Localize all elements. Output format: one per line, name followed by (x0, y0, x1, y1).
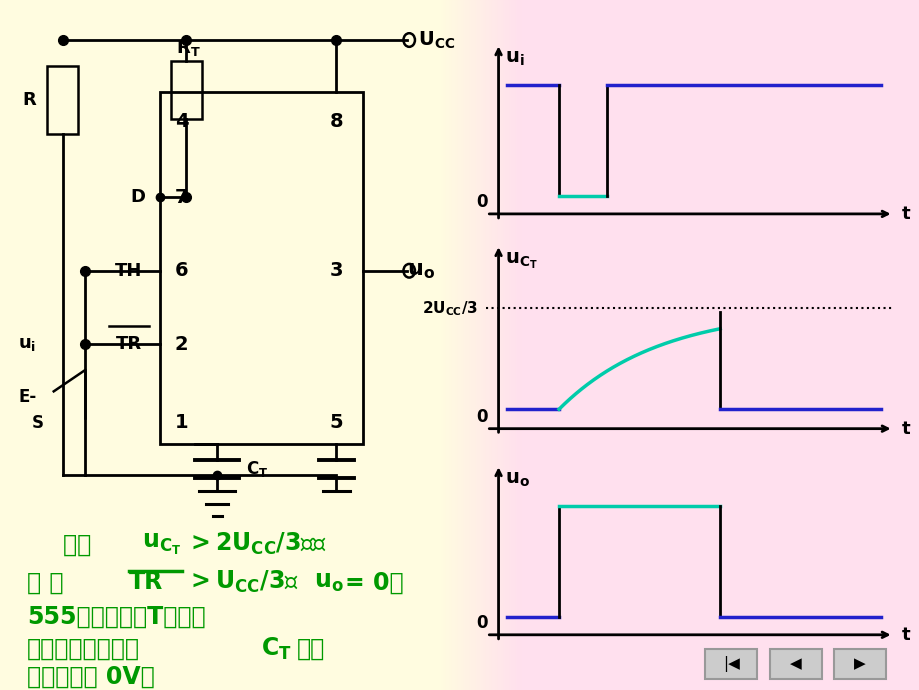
Text: 3: 3 (329, 262, 343, 280)
Text: ◀: ◀ (789, 657, 800, 671)
Bar (470, 0, 471, 690)
Bar (497, 0, 499, 690)
Text: 0: 0 (476, 193, 488, 211)
Text: TR: TR (116, 335, 142, 353)
Text: $\mathbf{> U_{CC}/3}$，: $\mathbf{> U_{CC}/3}$， (186, 569, 299, 595)
Text: 7: 7 (175, 188, 188, 207)
Bar (451, 0, 453, 690)
Text: t: t (901, 420, 909, 437)
Text: |◀: |◀ (722, 656, 739, 672)
Text: 0: 0 (476, 408, 488, 426)
Text: $\mathbf{U_{CC}}$: $\mathbf{U_{CC}}$ (417, 30, 455, 50)
Bar (441, 0, 444, 690)
Bar (473, 0, 475, 690)
Bar (466, 0, 468, 690)
Bar (509, 0, 512, 690)
Bar (512, 0, 514, 690)
Text: $\mathbf{u_{C_T}}$: $\mathbf{u_{C_T}}$ (504, 250, 537, 270)
Bar (517, 0, 519, 690)
Bar (705, 649, 756, 679)
Bar (499, 0, 502, 690)
Bar (458, 0, 460, 690)
Text: $\mathbf{u_o}$: $\mathbf{u_o}$ (504, 470, 529, 489)
Bar (471, 0, 473, 690)
Bar (444, 0, 446, 690)
Bar (460, 0, 919, 690)
Bar (478, 0, 480, 690)
Bar (492, 0, 494, 690)
Text: S: S (31, 414, 43, 432)
Text: 止变成导通，电容: 止变成导通，电容 (28, 637, 140, 660)
Text: t: t (901, 205, 909, 223)
Text: 4: 4 (175, 112, 188, 131)
Text: $\mathbf{C_T}$: $\mathbf{C_T}$ (245, 459, 267, 479)
Text: 已 有: 已 有 (28, 571, 63, 594)
Bar (171, 61, 201, 119)
Bar (460, 0, 461, 690)
Text: $\mathbf{C_T}$: $\mathbf{C_T}$ (261, 635, 292, 662)
Text: E-: E- (18, 388, 37, 406)
Bar (834, 649, 885, 679)
Text: $\mathbf{R_T}$: $\mathbf{R_T}$ (176, 38, 200, 58)
Bar (446, 0, 448, 690)
Bar (453, 0, 456, 690)
Text: = 0；: = 0； (345, 571, 403, 594)
Text: 6: 6 (175, 262, 188, 280)
Bar (475, 0, 478, 690)
Bar (505, 0, 507, 690)
Text: 8: 8 (329, 112, 343, 131)
Bar (461, 0, 463, 690)
Bar (495, 0, 497, 690)
Bar (449, 0, 451, 690)
Text: $\mathbf{u_i}$: $\mathbf{u_i}$ (18, 335, 37, 353)
Text: ▶: ▶ (854, 657, 865, 671)
Text: $\mathbf{> 2U_{CC}/3}$，且: $\mathbf{> 2U_{CC}/3}$，且 (186, 531, 327, 558)
Text: $\mathbf{u_{C_T}}$: $\mathbf{u_{C_T}}$ (142, 532, 181, 557)
Bar (494, 0, 495, 690)
Bar (516, 0, 517, 690)
Bar (456, 0, 458, 690)
Text: t: t (901, 626, 909, 644)
Bar (448, 0, 449, 690)
Bar (468, 0, 470, 690)
Text: TH: TH (115, 262, 142, 279)
Bar (485, 0, 487, 690)
Text: 2: 2 (175, 335, 188, 354)
Text: $\mathbf{u_o}$: $\mathbf{u_o}$ (314, 571, 344, 594)
Bar (483, 0, 485, 690)
Text: $\mathbf{2U_{CC}/3}$: $\mathbf{2U_{CC}/3}$ (422, 299, 478, 317)
Bar (487, 0, 490, 690)
Text: 5: 5 (329, 413, 343, 433)
Bar (769, 649, 821, 679)
Text: $\mathbf{u_i}$: $\mathbf{u_i}$ (504, 49, 524, 68)
Bar (504, 0, 505, 690)
Text: 0: 0 (476, 614, 488, 632)
Bar (160, 92, 362, 444)
Text: 迅速: 迅速 (296, 637, 324, 660)
Text: TR: TR (129, 571, 163, 594)
Text: 1: 1 (175, 413, 188, 433)
Text: D: D (130, 188, 145, 206)
Text: 放电而变成 0V。: 放电而变成 0V。 (28, 664, 154, 689)
Text: 一旦: 一旦 (62, 532, 108, 556)
Bar (490, 0, 492, 690)
Bar (47, 66, 78, 135)
Text: $\mathbf{u_o}$: $\mathbf{u_o}$ (406, 261, 435, 281)
Text: 555内的晶体管T也由截: 555内的晶体管T也由截 (28, 605, 206, 629)
Bar (463, 0, 466, 690)
Bar (482, 0, 483, 690)
Bar (439, 0, 441, 690)
Bar (514, 0, 516, 690)
Bar (480, 0, 482, 690)
Bar (0, 0, 460, 690)
Bar (502, 0, 504, 690)
Bar (507, 0, 509, 690)
Text: R: R (23, 91, 36, 109)
